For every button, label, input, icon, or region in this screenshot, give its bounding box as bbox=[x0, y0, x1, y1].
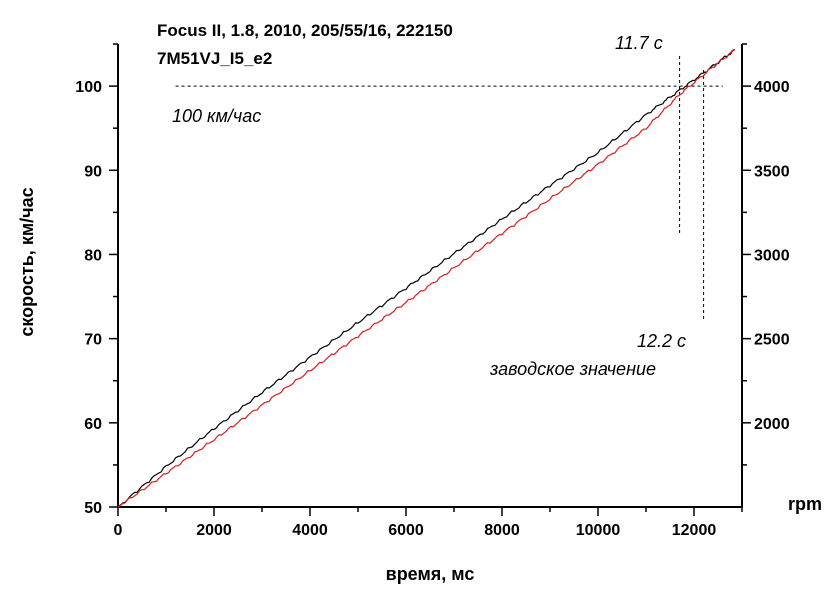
annotation-t1: 11.7 с bbox=[615, 33, 663, 53]
x-tick-label: 4000 bbox=[292, 522, 328, 539]
x-axis-label: время, мс bbox=[386, 564, 475, 584]
y-ticks: 50 60 70 80 90 100 bbox=[75, 43, 118, 517]
x-tick-label: 8000 bbox=[484, 522, 520, 539]
y2-tick-label: 2000 bbox=[754, 416, 790, 433]
annotation-t2-sublabel: заводское значение bbox=[489, 359, 656, 379]
x-ticks: 0 2000 4000 6000 8000 10000 12000 bbox=[114, 507, 743, 539]
x-tick-label: 2000 bbox=[196, 522, 232, 539]
y2-tick-label: 2500 bbox=[754, 332, 790, 349]
x-tick-label: 10000 bbox=[576, 522, 621, 539]
chart-title-line-1: Focus II, 1.8, 2010, 205/55/16, 222150 bbox=[157, 21, 453, 40]
y-tick-label: 80 bbox=[84, 247, 102, 264]
y2-tick-label: 3000 bbox=[754, 247, 790, 264]
y-tick-label: 70 bbox=[84, 332, 102, 349]
series-line-black bbox=[117, 49, 735, 508]
y2-tick-label: 3500 bbox=[754, 163, 790, 180]
annotation-t2: 12.2 с bbox=[637, 331, 686, 351]
y-tick-label: 90 bbox=[84, 163, 102, 180]
x-tick-label: 6000 bbox=[388, 522, 424, 539]
y-tick-label: 60 bbox=[84, 416, 102, 433]
x-tick-label: 12000 bbox=[672, 522, 717, 539]
y2-axis-label: rpm bbox=[788, 494, 822, 514]
y2-tick-label: 4000 bbox=[754, 79, 790, 96]
y-tick-label: 50 bbox=[84, 500, 102, 517]
chart-title-line-2: 7M51VJ_I5_e2 bbox=[157, 49, 272, 68]
y-tick-label: 100 bbox=[75, 79, 102, 96]
x-tick-label: 0 bbox=[114, 522, 123, 539]
annotation-100kmh: 100 км/час bbox=[172, 106, 261, 126]
y2-ticks: 2000 2500 3000 3500 4000 bbox=[742, 43, 790, 466]
y-axis-label: скорость, км/час bbox=[17, 187, 37, 336]
series-line-red bbox=[117, 49, 736, 508]
